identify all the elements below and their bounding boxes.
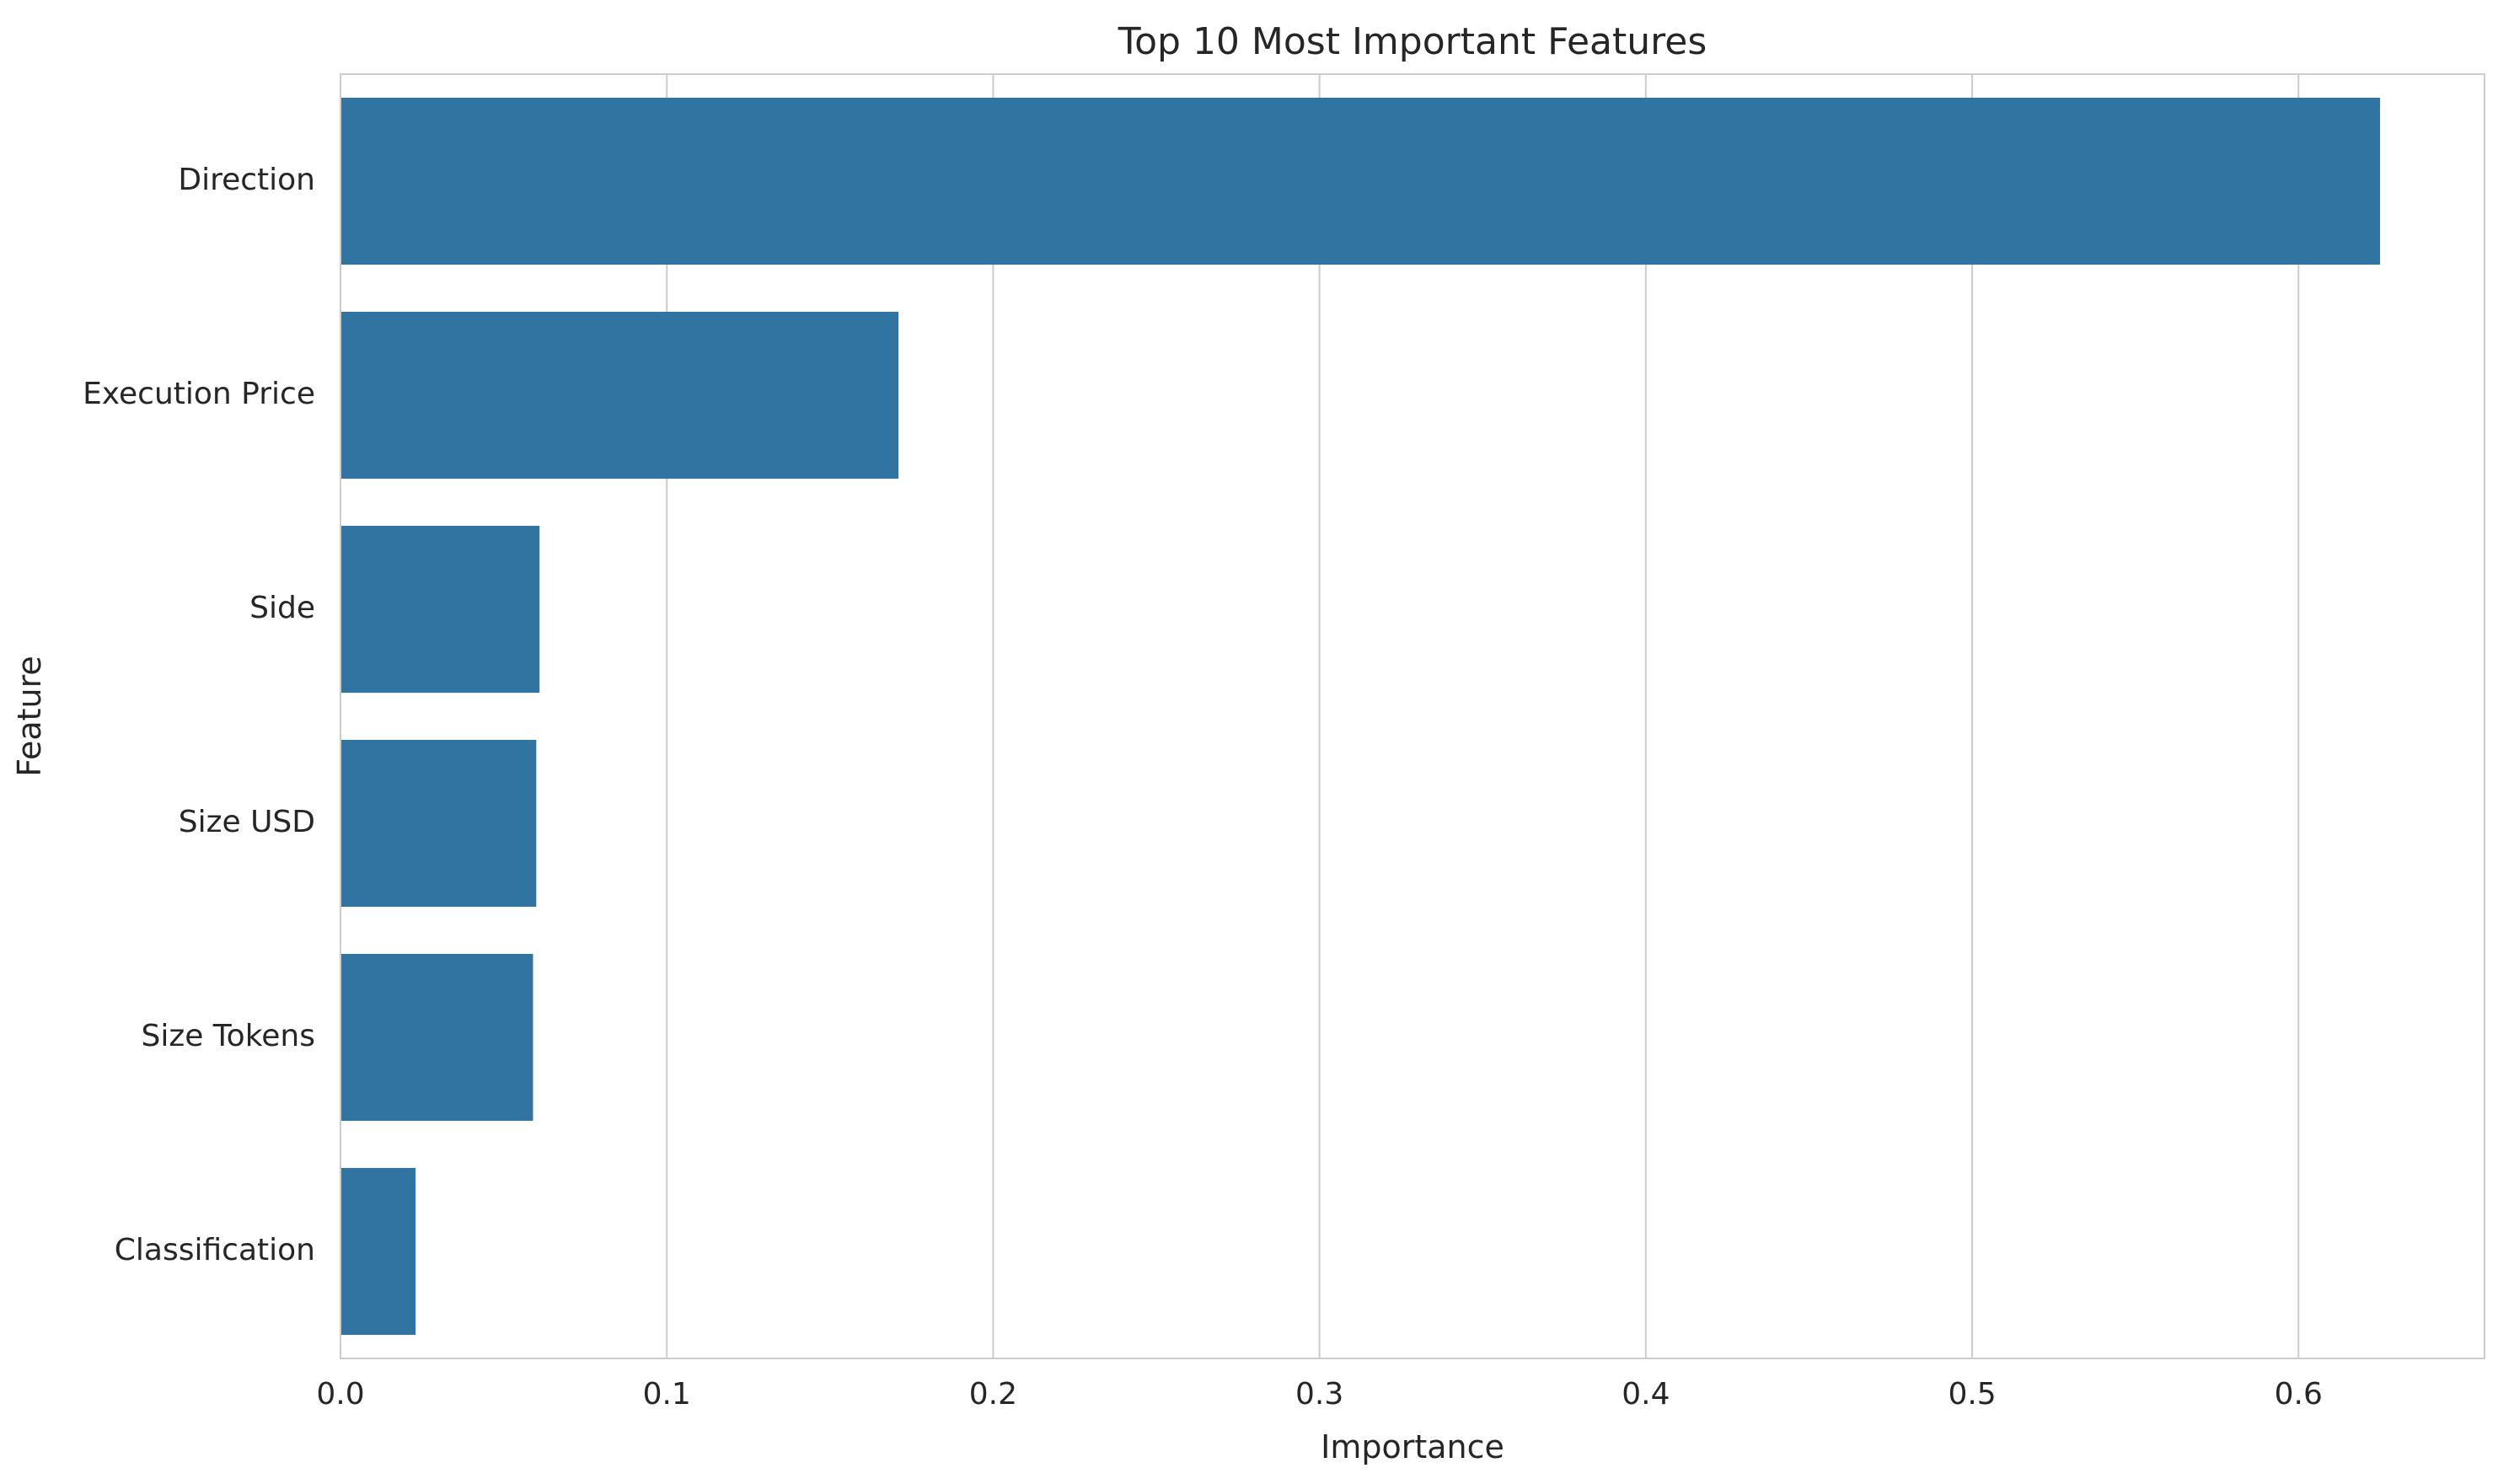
bar-execution-price bbox=[340, 311, 899, 479]
y-axis-label: Feature bbox=[11, 656, 48, 777]
y-tick-label: Size Tokens bbox=[141, 1019, 315, 1053]
y-tick-labels: Direction Execution Price Side Size USD Size… bbox=[83, 163, 315, 1267]
x-tick-label: 0.0 bbox=[316, 1377, 364, 1412]
y-tick-label: Direction bbox=[178, 163, 315, 197]
plot-frame bbox=[340, 73, 2485, 1359]
y-tick-label: Side bbox=[249, 591, 315, 625]
x-tick-label: 0.2 bbox=[969, 1377, 1017, 1412]
y-tick-label: Size USD bbox=[179, 805, 315, 839]
x-tick-label: 0.1 bbox=[643, 1377, 691, 1412]
bar-size-tokens bbox=[340, 953, 533, 1122]
x-tick-label: 0.5 bbox=[1948, 1377, 1996, 1412]
x-tick-label: 0.6 bbox=[2275, 1377, 2323, 1412]
bar-size-usd bbox=[340, 739, 537, 908]
y-tick-label: Classification bbox=[115, 1233, 315, 1267]
x-tick-label: 0.4 bbox=[1622, 1377, 1670, 1412]
x-axis-label: Importance bbox=[1321, 1428, 1504, 1465]
x-tick-labels: 0.0 0.1 0.2 0.3 0.4 0.5 0.6 bbox=[316, 1377, 2323, 1412]
bar-direction bbox=[340, 97, 2381, 265]
x-tick-label: 0.3 bbox=[1295, 1377, 1343, 1412]
bar-classification bbox=[340, 1167, 416, 1336]
bar-side bbox=[340, 525, 540, 694]
chart-title: Top 10 Most Important Features bbox=[1118, 20, 1707, 63]
grid-lines bbox=[666, 74, 2300, 1358]
y-tick-label: Execution Price bbox=[83, 377, 315, 411]
bars bbox=[340, 97, 2381, 1336]
